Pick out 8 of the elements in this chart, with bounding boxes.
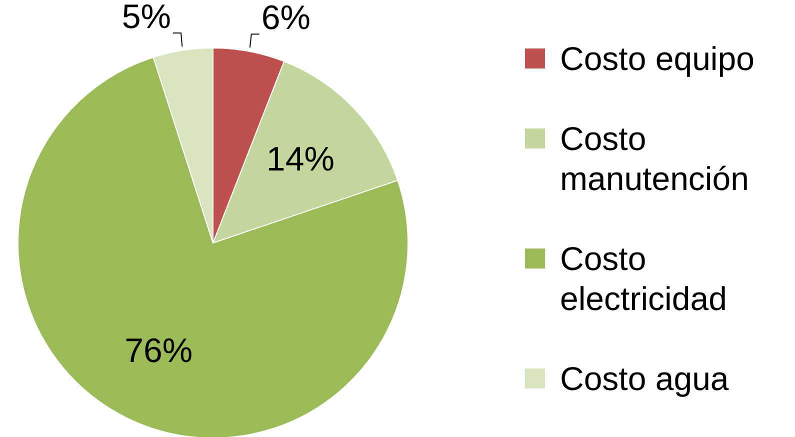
legend-label: Costo electricidad — [560, 240, 727, 317]
legend-label: Costo manutención — [560, 120, 749, 197]
legend-label: Costo agua — [560, 360, 730, 397]
data-label: 6% — [261, 0, 310, 38]
legend-label: Costo equipo — [560, 40, 754, 77]
data-label: 14% — [266, 140, 334, 179]
data-label: 76% — [124, 332, 193, 370]
data-label: 5% — [122, 0, 171, 36]
